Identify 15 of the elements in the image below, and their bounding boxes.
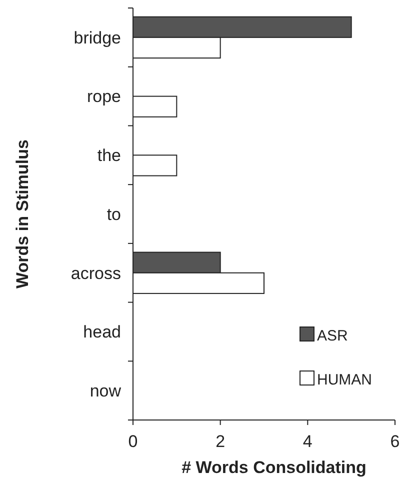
- y-axis-title: Words in Stimulus: [13, 140, 32, 288]
- legend-label: HUMAN: [317, 371, 372, 388]
- x-tick-label: 2: [216, 432, 226, 451]
- x-tick-label: 0: [128, 432, 138, 451]
- y-tick-label: now: [90, 382, 122, 401]
- y-tick-label: rope: [86, 87, 121, 106]
- x-tick-label: 6: [390, 432, 400, 451]
- y-tick-label: to: [106, 204, 121, 224]
- legend-label: ASR: [317, 327, 348, 344]
- x-axis-title: # Words Consolidating: [182, 458, 366, 477]
- y-tick-label: bridge: [74, 28, 121, 48]
- y-tick-label: head: [83, 322, 121, 342]
- x-tick-label: 4: [302, 432, 312, 451]
- y-tick-label: across: [70, 264, 121, 283]
- y-tick-label: the: [97, 146, 121, 166]
